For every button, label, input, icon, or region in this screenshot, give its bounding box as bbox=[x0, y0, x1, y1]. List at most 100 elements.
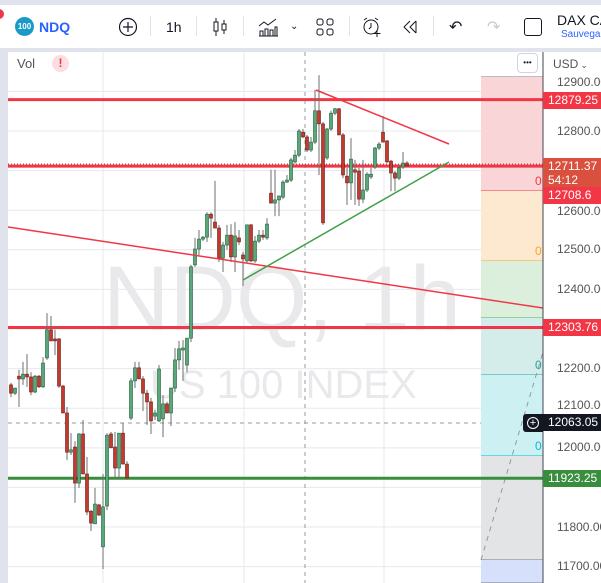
add-symbol-icon[interactable] bbox=[118, 5, 138, 48]
triangle-lower-trendline[interactable] bbox=[242, 161, 450, 281]
price-axis-tick: 11800.00 bbox=[557, 519, 601, 534]
symbol-logo: 100 bbox=[15, 17, 34, 36]
candle-up bbox=[77, 433, 81, 484]
candle-down bbox=[145, 392, 149, 403]
candle-down bbox=[353, 169, 357, 173]
candle-down bbox=[57, 338, 61, 387]
watermark-subtitle: US 100 INDEX bbox=[150, 363, 417, 407]
candle-up bbox=[45, 329, 49, 359]
candle-down bbox=[305, 136, 309, 151]
candle-down bbox=[337, 108, 341, 136]
candle-up bbox=[329, 112, 333, 130]
warning-icon[interactable]: ! bbox=[52, 55, 69, 72]
redo-icon[interactable]: ↷ bbox=[487, 18, 501, 36]
candle-down bbox=[61, 385, 65, 414]
candle-up bbox=[313, 110, 317, 143]
candle-up bbox=[265, 223, 269, 239]
candle-up bbox=[309, 141, 313, 151]
candle-up bbox=[33, 375, 37, 393]
candle-up bbox=[201, 236, 205, 240]
fullscreen-icon[interactable] bbox=[524, 5, 542, 48]
candle-up bbox=[277, 195, 281, 201]
candle-down bbox=[385, 140, 389, 163]
notification-dot bbox=[0, 9, 4, 19]
candle-down bbox=[49, 329, 53, 342]
candle-up bbox=[297, 130, 301, 156]
candle-down bbox=[17, 375, 21, 380]
legend-vol[interactable]: Vol bbox=[17, 56, 36, 71]
candle-up bbox=[245, 224, 249, 262]
candle-up bbox=[129, 380, 133, 419]
candle-up bbox=[161, 403, 165, 420]
candles-icon[interactable] bbox=[212, 5, 228, 48]
candle-up bbox=[205, 213, 209, 238]
watermark-title: NDQ, 1h bbox=[103, 248, 461, 350]
candle-down bbox=[9, 384, 13, 394]
zone-label: 0 bbox=[535, 244, 542, 258]
bar-countdown: 54:12 bbox=[548, 173, 579, 187]
candle-up bbox=[377, 143, 381, 149]
candle-down bbox=[213, 221, 217, 229]
candle-down bbox=[405, 162, 409, 167]
add-order-icon[interactable]: + bbox=[523, 414, 543, 432]
candle-up bbox=[253, 240, 257, 262]
interval-button[interactable]: 1h bbox=[166, 18, 182, 35]
candle-up bbox=[173, 359, 177, 389]
candle-up bbox=[333, 108, 337, 114]
zone-band bbox=[481, 191, 543, 261]
undo-icon[interactable]: ↶ bbox=[449, 18, 463, 36]
candle-down bbox=[141, 378, 145, 394]
price-axis-tick: 11700.00 bbox=[557, 559, 601, 574]
candle-down bbox=[241, 254, 245, 260]
candle-down bbox=[345, 175, 349, 184]
candle-up bbox=[273, 199, 277, 204]
candle-down bbox=[25, 373, 29, 378]
long-resistance-trendline[interactable] bbox=[8, 226, 543, 309]
more-options-button[interactable]: ••• bbox=[517, 53, 538, 73]
candle-up bbox=[41, 362, 45, 388]
candle-down bbox=[301, 131, 305, 138]
zone-diagonal bbox=[480, 351, 544, 561]
price-axis-tick: 12600.00 bbox=[557, 204, 601, 218]
candle-down bbox=[317, 110, 321, 125]
candle-up bbox=[101, 506, 105, 548]
chevron-down-icon[interactable]: ⌄ bbox=[290, 21, 299, 32]
save-status: Sauvega bbox=[561, 29, 601, 40]
candle-up bbox=[189, 266, 193, 339]
indicators-icon[interactable] bbox=[258, 5, 278, 48]
replay-icon[interactable] bbox=[402, 5, 418, 48]
symbol-button[interactable]: 100 NDQ bbox=[15, 5, 70, 48]
candle-down bbox=[229, 234, 233, 258]
layouts-icon[interactable] bbox=[316, 5, 334, 48]
candle-up bbox=[117, 432, 121, 469]
candle-up bbox=[401, 162, 405, 168]
candle-down bbox=[389, 160, 393, 174]
candle-down bbox=[89, 510, 93, 524]
top-toolbar: 100 NDQ 1h ⌄ ↶ ↷ DAX CA Sauvega bbox=[0, 5, 601, 48]
price-axis-tick: 12000.00 bbox=[557, 440, 601, 455]
candle-down bbox=[357, 170, 361, 200]
candle-down bbox=[37, 375, 41, 388]
price-axis-tick: 12500.00 bbox=[557, 242, 601, 257]
triangle-upper-trendline[interactable] bbox=[315, 89, 450, 145]
price-axis-tick: 12800.00 bbox=[557, 123, 601, 138]
candle-up bbox=[177, 348, 181, 361]
candle-up bbox=[93, 503, 97, 525]
candle-up bbox=[169, 387, 173, 414]
price-label-last: 12711.37 54:12 bbox=[543, 158, 601, 187]
price-label-crosshair: 12063.05 bbox=[543, 414, 601, 431]
candle-down bbox=[149, 401, 153, 422]
zone-band bbox=[481, 261, 543, 318]
candle-down bbox=[109, 433, 113, 449]
alert-icon[interactable] bbox=[361, 5, 383, 48]
candle-up bbox=[185, 337, 189, 366]
candle-up bbox=[281, 181, 285, 198]
currency-selector[interactable]: USD ⌄ bbox=[553, 57, 588, 72]
candle-up bbox=[225, 234, 229, 246]
candle-up bbox=[397, 167, 401, 179]
candle-down bbox=[85, 473, 89, 513]
zone-band bbox=[481, 560, 543, 583]
layout-name[interactable]: DAX CA bbox=[557, 12, 601, 28]
candle-up bbox=[369, 173, 373, 178]
